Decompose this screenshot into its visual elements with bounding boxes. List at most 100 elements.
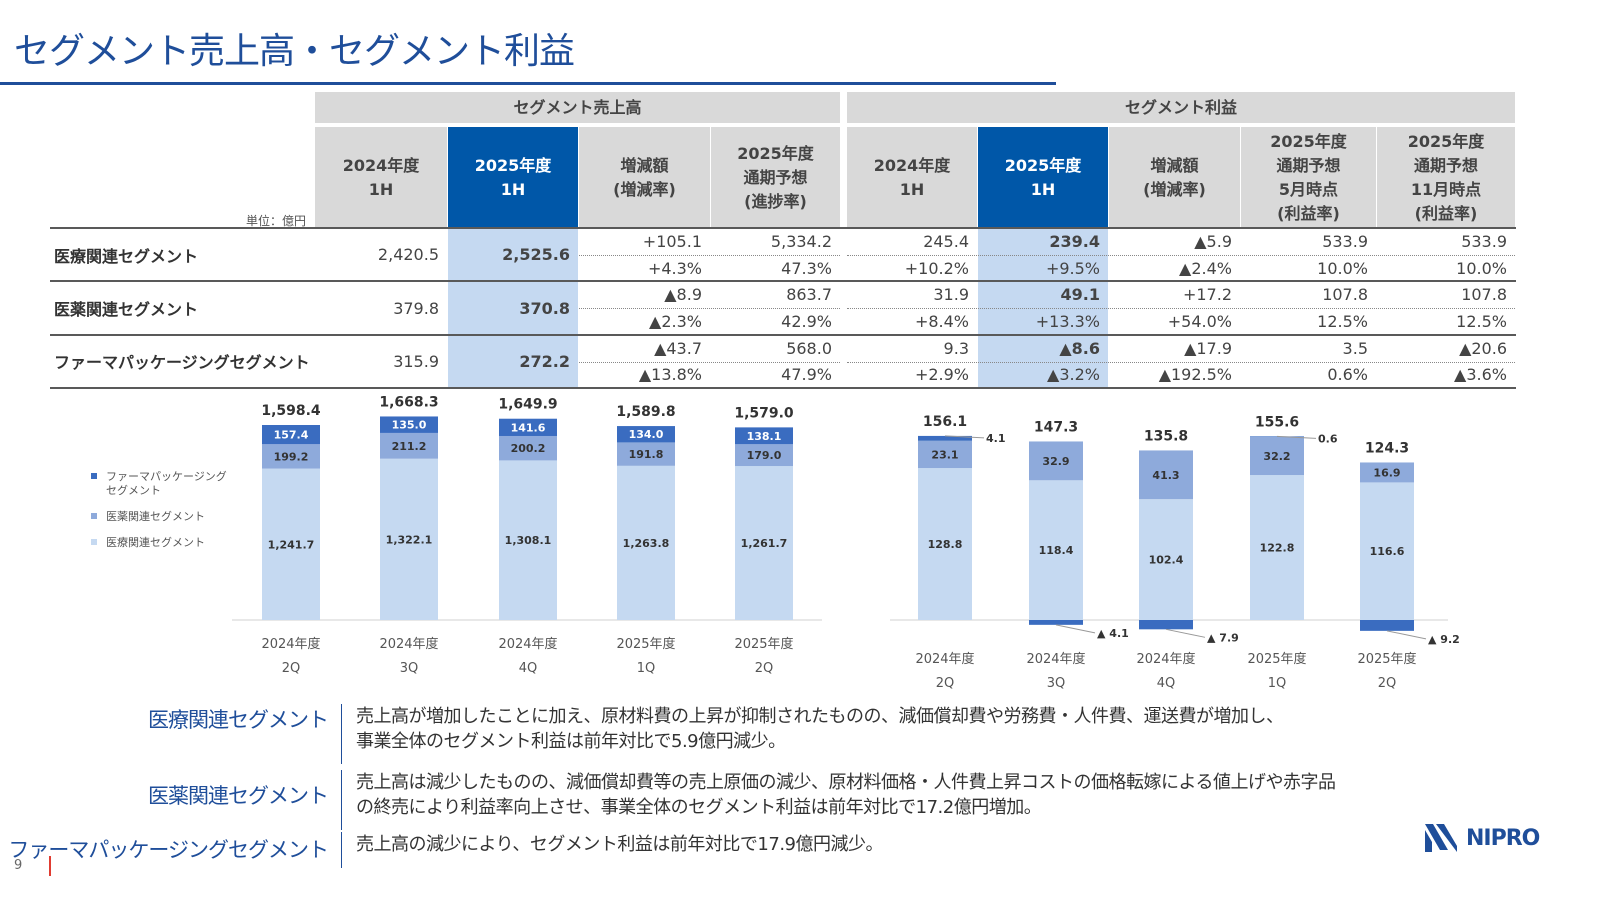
- sales-fy25: 370.8: [519, 298, 570, 318]
- bar-segment: [918, 435, 972, 441]
- profit-cell: ▲3.2%: [1047, 365, 1100, 385]
- profit-group-header: セグメント利益: [847, 92, 1515, 123]
- legend-swatch: [91, 539, 97, 545]
- total-label: 1,668.3: [379, 394, 438, 410]
- profit-col-header: 増減額 (増減率): [1109, 127, 1240, 228]
- bar-segment: [1139, 620, 1193, 630]
- title-underline: [0, 82, 1056, 85]
- comment-text: 売上高の減少により、セグメント利益は前年対比で17.9億円減少。: [356, 834, 884, 855]
- bar-segment: [499, 418, 557, 436]
- sales-fy24: 2,420.5: [377, 245, 439, 265]
- x-tick-label: 3Q: [400, 661, 419, 676]
- bar-value-label: 191.8: [629, 448, 664, 461]
- subrow-divider: [579, 308, 840, 310]
- profit-cell: +10.2%: [904, 258, 969, 278]
- sales-change-rate: +4.3%: [647, 258, 702, 278]
- sales-group-header: セグメント売上高: [315, 92, 840, 123]
- profit-cell: ▲5.9: [1194, 231, 1232, 251]
- profit-cell: ▲17.9: [1184, 338, 1232, 358]
- bar-segment: [262, 425, 320, 445]
- sales-change-rate: ▲13.8%: [638, 365, 702, 385]
- total-label: 124.3: [1365, 440, 1409, 456]
- profit-cell: 0.6%: [1327, 365, 1368, 385]
- sales-fy25: 272.2: [519, 351, 570, 371]
- sales-forecast: 863.7: [786, 285, 832, 305]
- legend-label: セグメント: [106, 483, 161, 497]
- comment-segment-label: ファーマパッケージングセグメント: [8, 838, 329, 862]
- bar-segment: [1250, 475, 1304, 620]
- bar-segment: [499, 460, 557, 620]
- subrow-divider: [579, 361, 840, 363]
- bar-segment: [499, 435, 557, 461]
- bar-segment: [1250, 436, 1304, 438]
- bar-segment: [1360, 462, 1414, 483]
- callout-line: [944, 435, 985, 439]
- profit-cell: 49.1: [1060, 285, 1100, 305]
- profit-cell: +17.2: [1182, 285, 1232, 305]
- segment-row-label: 医薬関連セグメント: [54, 300, 199, 320]
- x-tick-label: 1Q: [1268, 676, 1287, 691]
- comment-divider: [341, 770, 342, 830]
- x-tick-label: 2025年度: [1357, 651, 1416, 667]
- legend-swatch: [91, 473, 97, 479]
- bar-value-label: 41.3: [1152, 469, 1179, 482]
- fy25-sales-highlight: [448, 228, 578, 388]
- profit-col-header: 2025年度 1H: [978, 127, 1108, 228]
- profit-col-header: 2024年度 1H: [847, 127, 977, 228]
- x-tick-label: 2Q: [1378, 676, 1397, 691]
- profit-cell: +9.5%: [1045, 258, 1100, 278]
- sales-progress: 42.9%: [781, 311, 832, 331]
- nipro-logo: NIPRO: [1422, 822, 1540, 854]
- profit-col-header: 2025年度 通期予想 5月時点 (利益率): [1241, 127, 1376, 228]
- bar-segment: [735, 427, 793, 445]
- bar-segment: [735, 466, 793, 620]
- bar-segment: [1029, 620, 1083, 625]
- x-tick-label: 2024年度: [498, 636, 557, 652]
- profit-cell: ▲2.4%: [1179, 258, 1232, 278]
- subrow-divider: [847, 254, 1515, 256]
- profit-cell: 10.0%: [1456, 258, 1507, 278]
- row-divider: [50, 227, 1516, 229]
- segment-row-label: 医療関連セグメント: [54, 246, 199, 266]
- sales-change-rate: ▲2.3%: [649, 311, 702, 331]
- bar-value-label: ▲ 7.9: [1207, 631, 1239, 644]
- bar-segment: [1029, 441, 1083, 481]
- bar-value-label: 23.1: [931, 448, 958, 461]
- profit-cell: ▲192.5%: [1158, 365, 1232, 385]
- bar-value-label: 1,322.1: [386, 533, 433, 546]
- profit-cell: ▲8.6: [1059, 338, 1100, 358]
- bar-value-label: 1,261.7: [741, 537, 788, 550]
- bar-value-label: 157.4: [274, 429, 309, 442]
- table-bottom-border: [50, 387, 1516, 390]
- bar-segment: [1139, 499, 1193, 620]
- sales-progress: 47.3%: [781, 258, 832, 278]
- legend-label: 医療関連セグメント: [106, 535, 205, 549]
- bar-segment: [1360, 482, 1414, 620]
- bar-value-label: 200.2: [511, 442, 546, 455]
- bar-value-label: 16.9: [1373, 466, 1400, 479]
- x-tick-label: 2Q: [282, 661, 301, 676]
- profit-cell: +2.9%: [914, 365, 969, 385]
- x-tick-label: 4Q: [519, 661, 538, 676]
- bar-segment: [262, 444, 320, 469]
- x-tick-label: 3Q: [1047, 676, 1066, 691]
- bar-value-label: 128.8: [928, 538, 963, 551]
- profit-cell: +8.4%: [914, 311, 969, 331]
- sales-progress: 47.9%: [781, 365, 832, 385]
- x-tick-label: 2Q: [755, 661, 774, 676]
- bar-value-label: 138.1: [747, 430, 782, 443]
- bar-value-label: 134.0: [629, 428, 664, 441]
- bar-segment: [617, 442, 675, 466]
- bar-segment: [1029, 480, 1083, 620]
- profit-cell: 9.3: [943, 338, 969, 358]
- bar-segment: [1139, 450, 1193, 500]
- bar-value-label: 102.4: [1149, 554, 1184, 567]
- x-tick-label: 2024年度: [261, 636, 320, 652]
- bar-value-label: 0.6: [1318, 432, 1338, 445]
- bar-value-label: 1,241.7: [268, 538, 315, 551]
- profit-cell: 107.8: [1322, 285, 1368, 305]
- profit-cell: 239.4: [1049, 231, 1100, 251]
- total-label: 1,589.8: [616, 404, 675, 420]
- x-tick-label: 2Q: [936, 676, 955, 691]
- sales-fy24: 315.9: [393, 351, 439, 371]
